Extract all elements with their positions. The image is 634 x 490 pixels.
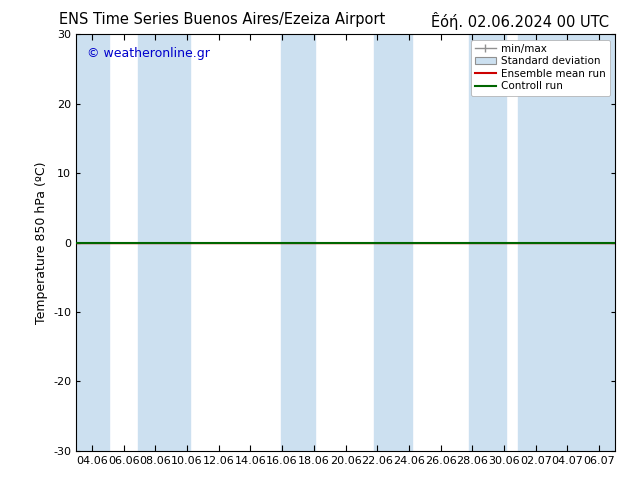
Y-axis label: Temperature 850 hPa (ºC): Temperature 850 hPa (ºC) [34,161,48,324]
Legend: min/max, Standard deviation, Ensemble mean run, Controll run: min/max, Standard deviation, Ensemble me… [470,40,610,96]
Bar [374,34,412,451]
Text: © weatheronline.gr: © weatheronline.gr [87,47,210,60]
Bar [469,34,506,451]
Bar [280,34,316,451]
Text: Êóή. 02.06.2024 00 UTC: Êóή. 02.06.2024 00 UTC [431,12,609,30]
Bar [76,34,110,451]
Bar [138,34,190,451]
Text: ENS Time Series Buenos Aires/Ezeiza Airport: ENS Time Series Buenos Aires/Ezeiza Airp… [59,12,385,27]
Bar [518,34,615,451]
